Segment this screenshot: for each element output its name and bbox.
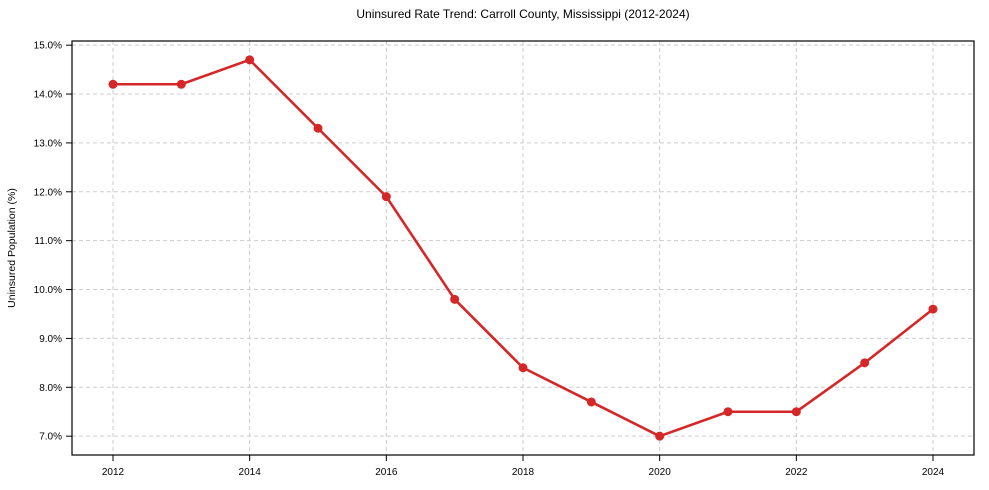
x-tick-label: 2022 — [785, 467, 808, 478]
y-tick-label: 14.0% — [34, 90, 62, 101]
x-tick-label: 2016 — [375, 467, 398, 478]
y-tick-label: 15.0% — [34, 41, 62, 52]
data-point — [450, 294, 460, 304]
y-tick-label: 10.0% — [34, 285, 62, 296]
chart-title: Uninsured Rate Trend: Carroll County, Mi… — [356, 7, 690, 21]
y-tick-label: 8.0% — [39, 383, 62, 394]
data-point — [928, 304, 938, 314]
data-point — [860, 358, 870, 368]
plot-border — [71, 40, 975, 456]
data-point — [313, 123, 323, 133]
y-tick-label: 7.0% — [39, 432, 62, 443]
x-tick-label: 2020 — [649, 467, 672, 478]
data-point — [518, 363, 528, 373]
data-point — [245, 55, 255, 65]
data-point — [586, 397, 596, 407]
y-tick-label: 13.0% — [34, 138, 62, 149]
x-tick-label: 2018 — [512, 467, 535, 478]
data-point — [108, 79, 118, 89]
y-tick-label: 9.0% — [39, 334, 62, 345]
y-axis-label: Uninsured Population (%) — [6, 188, 18, 308]
x-tick-label: 2014 — [239, 467, 262, 478]
data-point — [791, 407, 801, 417]
y-tick-label: 12.0% — [34, 187, 62, 198]
data-point — [381, 192, 391, 202]
data-point — [723, 407, 733, 417]
y-tick-label: 11.0% — [34, 236, 62, 247]
x-tick-label: 2024 — [922, 467, 945, 478]
data-point — [655, 431, 665, 441]
x-tick-label: 2012 — [102, 467, 125, 478]
data-point — [176, 79, 186, 89]
